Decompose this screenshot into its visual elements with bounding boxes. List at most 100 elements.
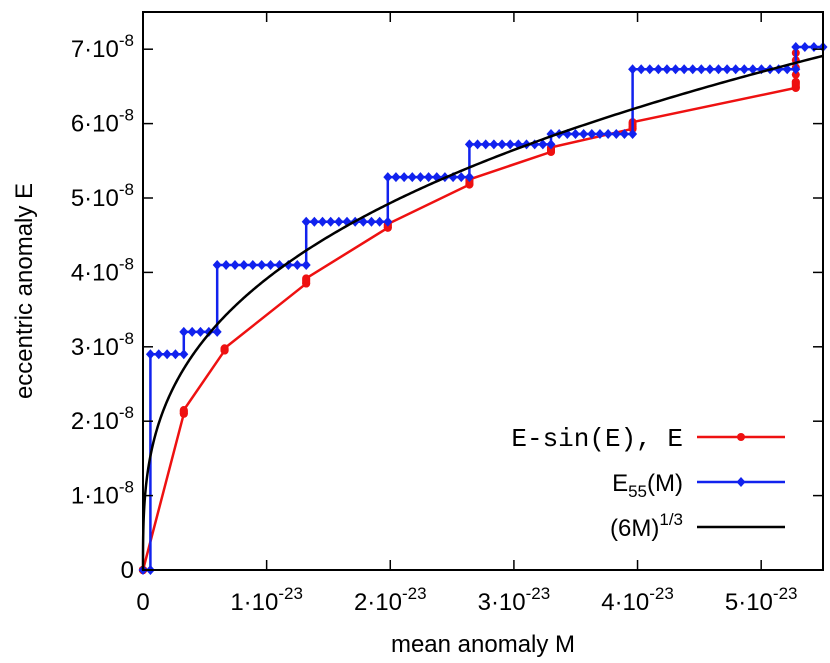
blue-point [570,129,580,140]
blue-point [538,139,548,150]
blue-point [334,216,344,227]
blue-point [415,172,425,183]
x-axis-label: mean anomaly M [391,631,575,658]
blue-point [809,41,819,52]
blue-point [266,259,276,270]
black-series-curve [141,54,824,571]
y-axis-label: eccentric anomaly E [11,183,38,399]
blue-point [212,326,222,337]
blue-point [713,64,723,75]
blue-point [489,139,499,150]
blue-point [456,172,466,183]
legend-label-blue: E55(M) [612,470,683,501]
legend-label-red: E-sin(E), E [511,424,683,454]
blue-point [800,41,810,52]
x-tick-label-3: 3·10-23 [478,584,551,616]
blue-point [603,129,613,140]
blue-point [748,64,758,75]
series-red-steps [139,48,800,574]
series-blue-steps [138,41,828,575]
blue-point [318,216,328,227]
blue-point [145,349,155,360]
legend-blue-subscript: 55 [628,482,647,501]
blue-point [375,216,385,227]
blue-point [587,129,597,140]
y-tick-label-0: 0 [121,557,134,584]
red-point [220,344,229,353]
blue-point [688,64,698,75]
x-tick-label-1: 1·10-23 [230,584,303,616]
blue-point [187,326,197,337]
red-point [302,274,311,283]
y-tick-label-1: 1·10-8 [71,478,134,510]
legend-marker-0 [737,433,745,441]
blue-point [696,64,706,75]
blue-point [595,129,605,140]
blue-point [221,259,231,270]
y-tick-label-7: 7·10-8 [71,31,134,63]
blue-point [162,349,172,360]
series-black-curve [141,54,824,571]
blue-point [309,216,319,227]
y-tick-label-3: 3·10-8 [71,329,134,361]
blue-point [366,216,376,227]
blue-point [546,139,556,150]
blue-point [292,259,302,270]
x-tick-label-2: 2·10-23 [354,584,427,616]
blue-point [407,172,417,183]
y-tick-label-5: 5·10-8 [71,180,134,212]
blue-point [179,349,189,360]
blue-point [170,349,180,360]
blue-point [195,326,205,337]
blue-point [579,129,589,140]
legend-black-superscript: 1/3 [659,510,683,529]
blue-point [230,259,240,270]
blue-point [791,64,801,75]
blue-point [239,259,249,270]
blue-point [611,129,621,140]
legend-black-base: (6M) [610,515,659,542]
x-tick-label-5: 5·10-23 [725,584,798,616]
blue-point [739,64,749,75]
blue-point [505,139,515,150]
blue-point [248,259,258,270]
blue-point [481,139,491,150]
blue-point [257,259,267,270]
blue-point [628,129,638,140]
legend-blue-rest: (M) [647,470,683,497]
blue-point [464,139,474,150]
blue-point [653,64,663,75]
legend-label-black: (6M)1/3 [610,510,683,542]
blue-point [154,349,164,360]
blue-point [636,64,646,75]
blue-point [645,64,655,75]
blue-series-line [143,45,823,572]
blue-point [722,64,732,75]
blue-point [383,172,393,183]
red-point [179,406,188,415]
x-tick-label-0: 0 [136,589,149,616]
red-point [791,77,800,86]
blue-point [301,259,311,270]
blue-point [497,139,507,150]
y-tick-label-6: 6·10-8 [71,106,134,138]
blue-point [671,64,681,75]
legend-blue-base: E [612,470,628,497]
legend-marker-1 [736,477,746,487]
blue-point [424,172,434,183]
blue-point [301,216,311,227]
blue-point [383,216,393,227]
axis-ticks: 0 1·10-23 2·10-23 3·10-23 4·10-23 5·10-23 0 1·1… [71,12,823,616]
blue-point [391,172,401,183]
plot-frame [142,11,824,571]
blue-point [619,129,629,140]
blue-point [464,172,474,183]
y-tick-label-4: 4·10-8 [71,254,134,286]
blue-point [791,41,801,52]
blue-point [473,139,483,150]
blue-point [399,172,409,183]
blue-point [731,64,741,75]
y-tick-label-2: 2·10-8 [71,403,134,435]
x-tick-label-4: 4·10-23 [601,584,674,616]
